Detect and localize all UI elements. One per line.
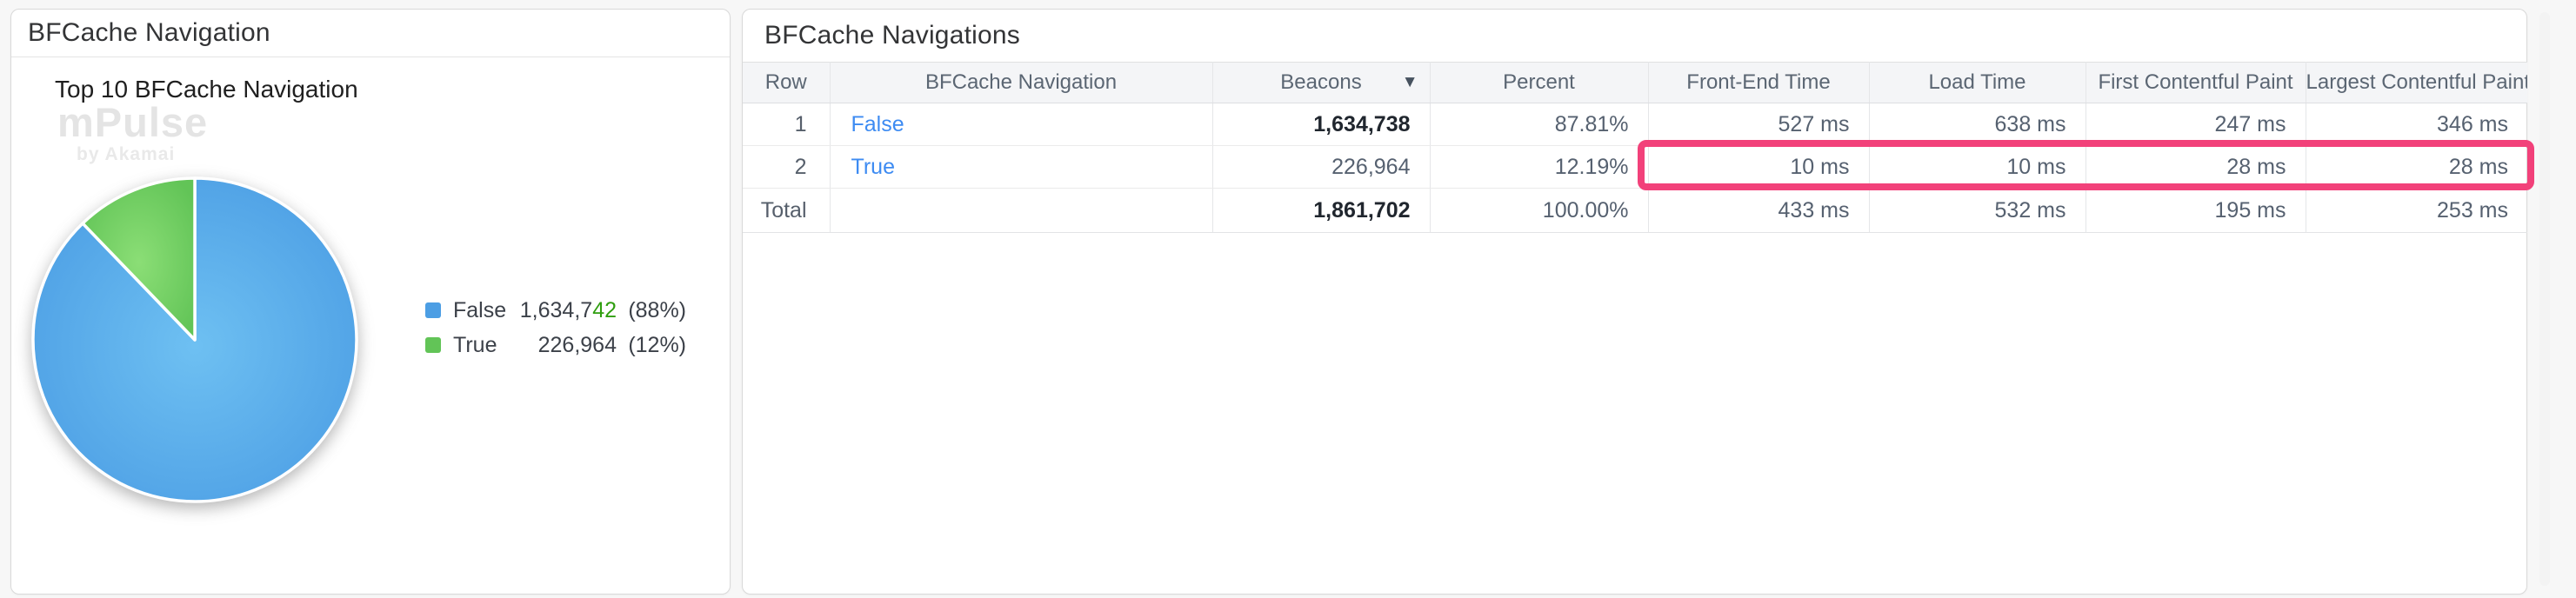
legend-value: 1,634,742 (519, 297, 617, 322)
sort-desc-icon: ▼ (1401, 73, 1418, 91)
largest-contentful-paint-cell: 253 ms (2306, 188, 2527, 233)
beacons-cell: 1,861,702 (1212, 188, 1431, 233)
column-header-first-contentful-paint[interactable]: First Contentful Paint (2085, 62, 2306, 103)
column-header-percent[interactable]: Percent (1430, 62, 1649, 103)
pie-slice-true[interactable] (81, 176, 197, 342)
largest-contentful-paint-cell: 28 ms (2306, 145, 2527, 189)
bfcache-navigation-panel: BFCache Navigation Top 10 BFCache Naviga… (10, 9, 731, 595)
panel-header: BFCache Navigations (743, 10, 2526, 62)
first-contentful-paint-cell: 195 ms (2085, 188, 2306, 233)
panel-header: BFCache Navigation (11, 10, 730, 57)
first-contentful-paint-cell: 247 ms (2085, 103, 2306, 146)
table-row: 2 True 226,964 12.19% 10 ms 10 ms 28 ms … (743, 145, 2527, 189)
front-end-time-cell: 433 ms (1648, 188, 1870, 233)
load-time-cell: 532 ms (1869, 188, 2086, 233)
mpulse-watermark: mPulse by Akamai (57, 102, 208, 165)
legend-item-true[interactable]: True 226,964 (12%) (425, 328, 686, 362)
first-contentful-paint-cell: 28 ms (2085, 145, 2306, 189)
front-end-time-cell: 10 ms (1648, 145, 1870, 189)
pie-chart (31, 176, 358, 503)
column-header-largest-contentful-paint[interactable]: Largest Contentful Paint (2306, 62, 2527, 103)
percent-cell: 12.19% (1430, 145, 1649, 189)
column-header-front-end-time[interactable]: Front-End Time (1648, 62, 1870, 103)
beacons-cell: 1,634,738 (1212, 103, 1431, 146)
legend-percent: (88%) (628, 297, 686, 322)
front-end-time-cell: 527 ms (1648, 103, 1870, 146)
largest-contentful-paint-cell: 346 ms (2306, 103, 2527, 146)
percent-cell: 87.81% (1430, 103, 1649, 146)
legend-value: 226,964 (537, 332, 617, 357)
column-header-row[interactable]: Row (743, 62, 831, 103)
bfcache-navigations-panel: BFCache Navigations Row BFCache Navigati… (742, 9, 2527, 595)
bfcache-value-link[interactable]: False (851, 111, 904, 136)
legend-label: False (453, 297, 507, 322)
table-header-row: Row BFCache Navigation Beacons ▼ Percent … (743, 62, 2527, 103)
bfcache-value-link[interactable]: True (851, 154, 895, 179)
row-number-cell: 1 (743, 103, 831, 146)
load-time-cell: 10 ms (1869, 145, 2086, 189)
mpulse-logo-text: mPulse (57, 99, 209, 145)
legend-percent: (12%) (628, 332, 686, 357)
panel-title: BFCache Navigation (28, 18, 270, 47)
bfcache-navigation-cell: True (830, 145, 1213, 189)
chart-legend: False 1,634,742 (88%) True 226,964 (12%) (425, 293, 686, 362)
mpulse-byline: by Akamai (77, 144, 176, 164)
bfcache-navigation-cell (830, 188, 1213, 233)
legend-value-changed-digits: 42 (592, 297, 617, 322)
percent-cell: 100.00% (1430, 188, 1649, 233)
page-scrollbar[interactable] (2539, 12, 2550, 586)
bfcache-navigation-cell: False (830, 103, 1213, 146)
navigations-table: Row BFCache Navigation Beacons ▼ Percent … (743, 62, 2527, 233)
legend-swatch-false-icon (425, 302, 441, 318)
chart-title: Top 10 BFCache Navigation (55, 76, 358, 103)
panel-title: BFCache Navigations (764, 21, 1020, 50)
load-time-cell: 638 ms (1869, 103, 2086, 146)
column-header-beacons[interactable]: Beacons ▼ (1212, 62, 1431, 103)
row-number-cell: 2 (743, 145, 831, 189)
legend-label: True (453, 332, 497, 357)
column-header-bfcache-navigation[interactable]: BFCache Navigation (830, 62, 1213, 103)
legend-swatch-true-icon (425, 337, 441, 353)
column-header-load-time[interactable]: Load Time (1869, 62, 2086, 103)
total-label-cell: Total (743, 188, 831, 233)
table-total-row: Total 1,861,702 100.00% 433 ms 532 ms 19… (743, 188, 2527, 233)
legend-item-false[interactable]: False 1,634,742 (88%) (425, 293, 686, 328)
table-row: 1 False 1,634,738 87.81% 527 ms 638 ms 2… (743, 103, 2527, 146)
beacons-cell: 226,964 (1212, 145, 1431, 189)
